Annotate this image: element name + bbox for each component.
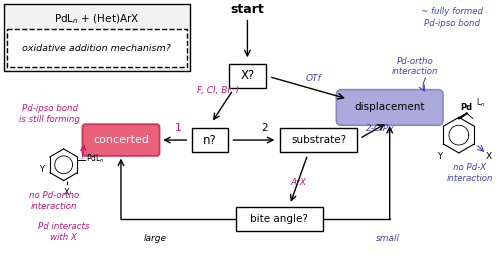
Text: large: large — [144, 234, 167, 243]
Text: PdL$_n$ + (Het)ArX: PdL$_n$ + (Het)ArX — [54, 13, 139, 26]
Text: 1: 1 — [175, 123, 182, 133]
Text: Y: Y — [40, 165, 44, 174]
Text: F, Cl, Br, I: F, Cl, Br, I — [197, 86, 238, 95]
Text: Pd-ipso bond: Pd-ipso bond — [424, 19, 480, 28]
FancyBboxPatch shape — [82, 124, 160, 156]
FancyBboxPatch shape — [280, 128, 357, 152]
Text: n?: n? — [203, 134, 216, 147]
Bar — [8, 29, 187, 67]
Text: X: X — [486, 152, 492, 161]
Text: L$_n$: L$_n$ — [476, 96, 486, 109]
Text: Pd-ipso bond: Pd-ipso bond — [22, 104, 78, 113]
Text: 2-ClPy: 2-ClPy — [366, 124, 394, 133]
Text: ArX: ArX — [291, 178, 307, 187]
Text: no Pd-ortho: no Pd-ortho — [28, 191, 79, 200]
FancyBboxPatch shape — [236, 207, 322, 231]
Text: no Pd-X: no Pd-X — [453, 163, 486, 172]
Text: X: X — [64, 188, 70, 197]
Text: with X: with X — [50, 233, 77, 242]
Text: 2: 2 — [261, 123, 268, 133]
FancyBboxPatch shape — [192, 128, 228, 152]
Text: bite angle?: bite angle? — [250, 214, 308, 224]
Text: interaction: interaction — [30, 202, 77, 211]
Text: is still forming: is still forming — [20, 115, 80, 124]
FancyBboxPatch shape — [336, 90, 443, 125]
Text: concerted: concerted — [93, 135, 149, 145]
Text: start: start — [230, 3, 264, 16]
Bar — [4, 4, 190, 71]
Text: interaction: interaction — [446, 174, 493, 183]
Text: OTf: OTf — [306, 74, 322, 83]
Text: small: small — [376, 234, 400, 243]
Text: displacement: displacement — [354, 102, 425, 112]
Text: Pd-ortho: Pd-ortho — [397, 56, 434, 66]
Text: substrate?: substrate? — [291, 135, 346, 145]
Text: interaction: interaction — [392, 67, 438, 76]
Text: Pd interacts: Pd interacts — [38, 223, 90, 231]
Text: X?: X? — [240, 69, 254, 82]
Text: ~ fully formed: ~ fully formed — [421, 7, 483, 16]
Text: Pd: Pd — [460, 103, 473, 112]
Text: oxidative addition mechanism?: oxidative addition mechanism? — [22, 44, 171, 53]
Text: PdL$_n$: PdL$_n$ — [86, 153, 104, 165]
Text: Y: Y — [436, 152, 442, 161]
FancyBboxPatch shape — [228, 64, 266, 88]
